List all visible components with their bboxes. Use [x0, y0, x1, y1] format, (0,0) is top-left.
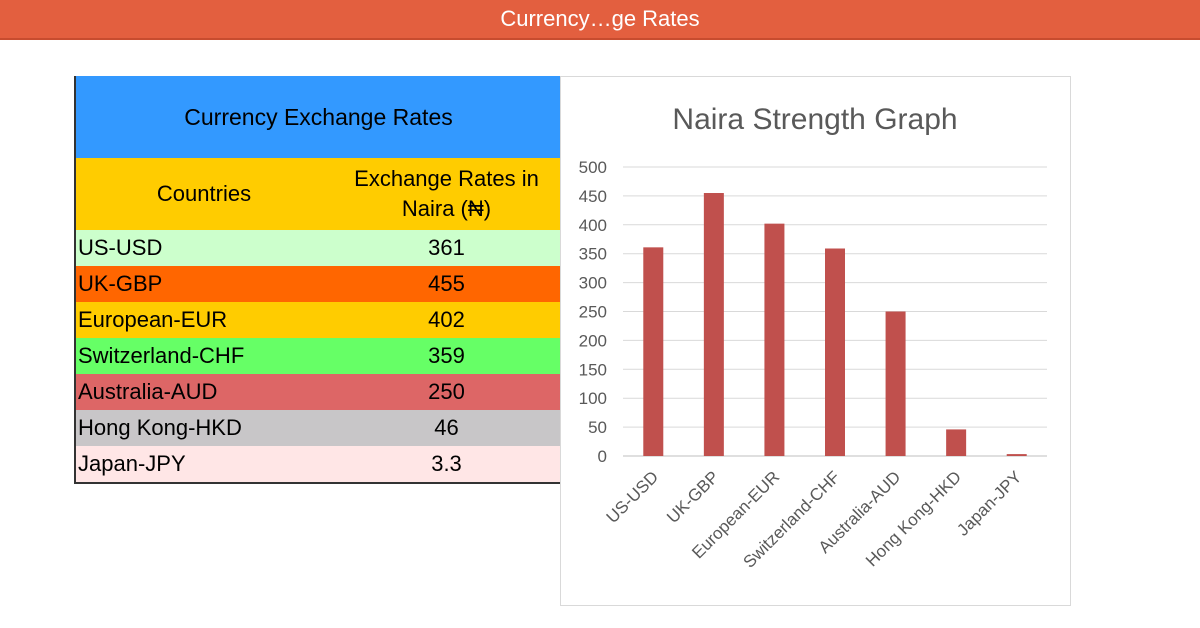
rate-cell: 455 [428, 271, 465, 296]
y-tick-label: 150 [579, 360, 607, 379]
country-cell: Hong Kong-HKD [78, 415, 242, 440]
bar [1006, 454, 1027, 456]
window-title: Currency…ge Rates [500, 6, 700, 31]
x-tick-label: UK-GBP [663, 467, 723, 527]
table-row: Australia-AUD 250 [75, 374, 561, 410]
rate-cell: 402 [428, 307, 465, 332]
y-tick-label: 350 [579, 245, 607, 264]
y-tick-label: 200 [579, 331, 607, 350]
table-row: US-USD 361 [75, 230, 561, 266]
rate-cell: 359 [428, 343, 465, 368]
y-tick-label: 0 [598, 447, 607, 466]
y-tick-label: 50 [588, 418, 607, 437]
bar [885, 311, 906, 456]
x-tick-label: US-USD [603, 467, 663, 527]
rate-cell: 3.3 [431, 451, 462, 476]
chart-title: Naira Strength Graph [672, 103, 957, 136]
table-row: European-EUR 402 [75, 302, 561, 338]
bar [825, 248, 845, 456]
y-tick-label: 400 [579, 216, 607, 235]
table-body: US-USD 361 UK-GBP 455 European-EUR 402 Switzer… [75, 230, 561, 483]
countries-header: Countries [75, 158, 332, 230]
country-cell: Australia-AUD [78, 379, 218, 404]
chart-panel: Naira Strength Graph 0 50 100 150 200 250 300 35… [560, 76, 1071, 606]
country-cell: UK-GBP [78, 271, 163, 296]
table-row: Switzerland-CHF 359 [75, 338, 561, 374]
table-row: Hong Kong-HKD 46 [75, 410, 561, 446]
rate-header-line2: Naira (₦) [401, 196, 492, 221]
y-tick-label: 300 [579, 274, 607, 293]
table-title: Currency Exchange Rates [75, 76, 561, 158]
rate-header-line1: Exchange Rates in [354, 166, 539, 192]
country-cell: European-EUR [78, 307, 228, 332]
bar [643, 247, 664, 456]
bar [764, 223, 785, 456]
bar [703, 193, 724, 456]
y-tick-label: 450 [579, 187, 607, 206]
y-tick-label: 500 [579, 158, 607, 177]
bar-chart: Naira Strength Graph 0 50 100 150 200 250 300 35… [579, 103, 1047, 572]
rate-cell: 250 [428, 379, 465, 404]
country-cell: Switzerland-CHF [78, 343, 245, 368]
country-cell: US-USD [78, 235, 163, 260]
rate-cell: 46 [434, 415, 459, 440]
table-row: Japan-JPY 3.3 [75, 446, 561, 483]
table-row: UK-GBP 455 [75, 266, 561, 302]
bar [946, 429, 967, 456]
x-tick-label: Japan-JPY [953, 467, 1025, 539]
title-bar: Currency…ge Rates [0, 0, 1200, 40]
country-cell: Japan-JPY [78, 451, 186, 476]
y-tick-label: 100 [579, 389, 607, 408]
exchange-rates-table: Currency Exchange Rates Countries Exchan… [74, 76, 561, 484]
rate-cell: 361 [428, 235, 465, 260]
y-tick-label: 250 [579, 303, 607, 322]
rate-header: Exchange Rates in Naira (₦) [332, 158, 561, 230]
